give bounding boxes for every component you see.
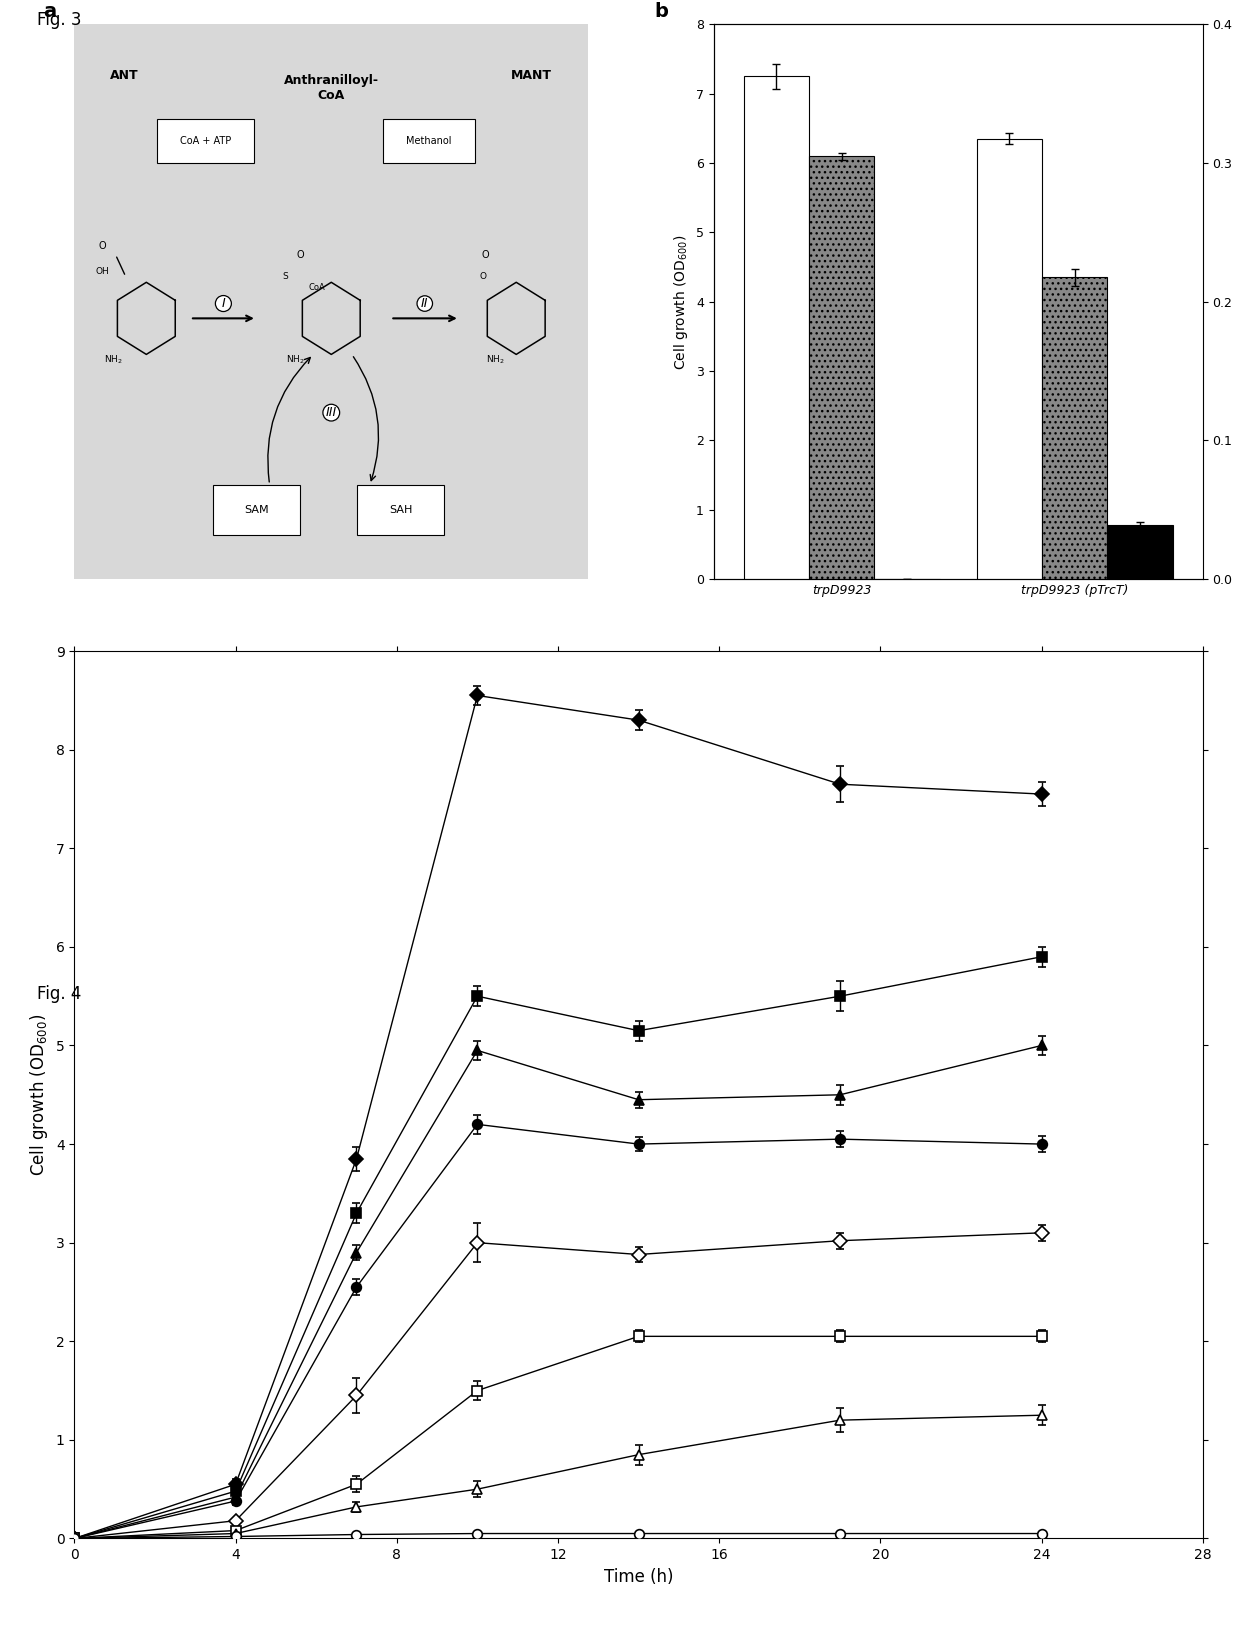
- Bar: [744, 77, 808, 580]
- Text: SAM: SAM: [244, 505, 269, 514]
- Text: Fig. 4: Fig. 4: [37, 985, 82, 1003]
- Bar: [1042, 277, 1107, 580]
- Bar: [1107, 524, 1173, 580]
- X-axis label: Time (h): Time (h): [604, 1568, 673, 1586]
- Text: I: I: [222, 296, 226, 309]
- Bar: [808, 156, 874, 580]
- Text: NH$_2$: NH$_2$: [486, 353, 505, 366]
- Text: a: a: [43, 2, 57, 21]
- Text: NH$_2$: NH$_2$: [286, 353, 305, 366]
- Text: II: II: [422, 296, 429, 309]
- Text: O: O: [296, 249, 304, 259]
- Text: CoA: CoA: [309, 283, 325, 293]
- Bar: [156, 119, 254, 163]
- Text: O: O: [480, 272, 486, 282]
- Bar: [977, 138, 1042, 580]
- Text: SAH: SAH: [389, 505, 413, 514]
- Text: NH$_2$: NH$_2$: [104, 353, 123, 366]
- Text: CoA + ATP: CoA + ATP: [180, 135, 231, 147]
- Text: O: O: [481, 249, 490, 259]
- Text: III: III: [326, 405, 337, 418]
- FancyBboxPatch shape: [64, 20, 599, 584]
- Bar: [357, 485, 444, 534]
- Text: ANT: ANT: [110, 68, 139, 81]
- Bar: [213, 485, 300, 534]
- Bar: [383, 119, 475, 163]
- Text: b: b: [655, 2, 668, 21]
- Text: MANT: MANT: [511, 68, 552, 81]
- Y-axis label: Cell growth (OD$_{600}$): Cell growth (OD$_{600}$): [672, 234, 691, 370]
- Text: Methanol: Methanol: [407, 135, 451, 147]
- Text: O: O: [99, 241, 107, 251]
- Text: Fig. 3: Fig. 3: [37, 11, 82, 29]
- Y-axis label: Cell growth (OD$_{600}$): Cell growth (OD$_{600}$): [29, 1014, 51, 1175]
- Text: Anthranilloyl-
CoA: Anthranilloyl- CoA: [284, 75, 378, 103]
- Text: S: S: [283, 272, 288, 282]
- Text: OH: OH: [95, 267, 109, 275]
